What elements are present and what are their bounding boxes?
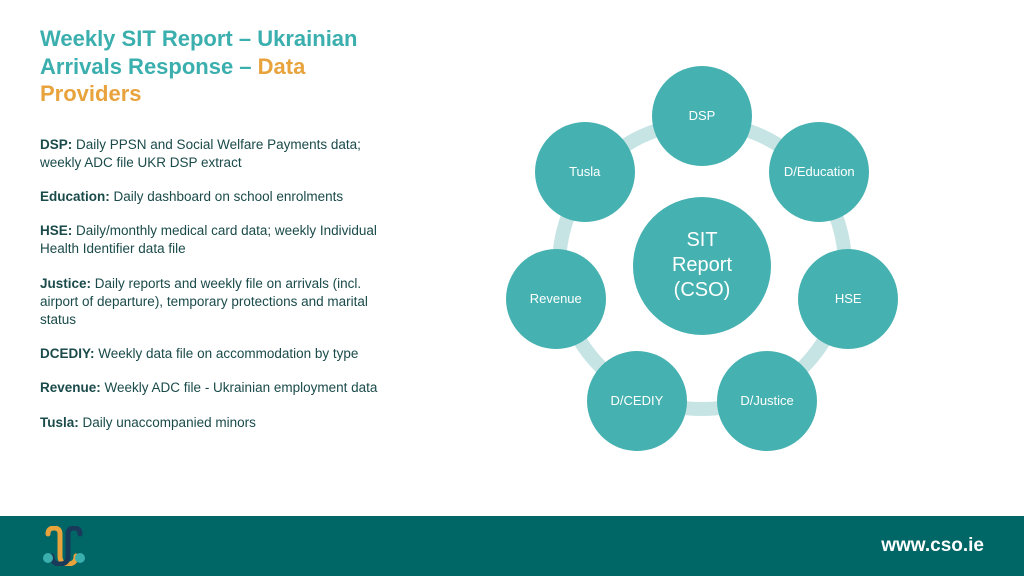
provider-label: Education: bbox=[40, 189, 110, 204]
provider-item: DSP: Daily PPSN and Social Welfare Payme… bbox=[40, 136, 390, 172]
diagram-node: Revenue bbox=[506, 249, 606, 349]
center-line3: (CSO) bbox=[674, 278, 731, 303]
provider-item: DCEDIY: Weekly data file on accommodatio… bbox=[40, 345, 390, 363]
right-column: SIT Report (CSO) DSPD/Education HSED/Just… bbox=[410, 25, 994, 506]
diagram-node: HSE bbox=[798, 249, 898, 349]
provider-label: HSE: bbox=[40, 223, 72, 238]
page-title: Weekly SIT Report – Ukrainian Arrivals R… bbox=[40, 25, 390, 108]
diagram-node: D/Justice bbox=[717, 351, 817, 451]
diagram-node: Tusla bbox=[535, 122, 635, 222]
footer-url: www.cso.ie bbox=[881, 535, 984, 557]
provider-text: Daily/monthly medical card data; weekly … bbox=[40, 223, 377, 256]
footer: www.cso.ie bbox=[0, 516, 1024, 576]
diagram-node: DSP bbox=[652, 66, 752, 166]
provider-item: HSE: Daily/monthly medical card data; we… bbox=[40, 222, 390, 258]
diagram-node: D/Education bbox=[769, 122, 869, 222]
provider-text: Daily PPSN and Social Welfare Payments d… bbox=[40, 137, 361, 170]
title-part1: Weekly SIT Report – Ukrainian Arrivals R… bbox=[40, 26, 357, 79]
provider-label: Justice: bbox=[40, 276, 91, 291]
provider-text: Daily unaccompanied minors bbox=[79, 415, 256, 430]
center-line2: Report bbox=[672, 253, 732, 278]
provider-text: Weekly ADC file - Ukrainian employment d… bbox=[101, 380, 378, 395]
provider-text: Daily dashboard on school enrolments bbox=[110, 189, 343, 204]
provider-item: Education: Daily dashboard on school enr… bbox=[40, 188, 390, 206]
provider-text: Weekly data file on accommodation by typ… bbox=[95, 346, 359, 361]
provider-item: Revenue: Weekly ADC file - Ukrainian emp… bbox=[40, 379, 390, 397]
provider-label: DCEDIY: bbox=[40, 346, 95, 361]
radial-diagram: SIT Report (CSO) DSPD/Education HSED/Just… bbox=[482, 46, 922, 486]
diagram-center-node: SIT Report (CSO) bbox=[633, 197, 771, 335]
left-column: Weekly SIT Report – Ukrainian Arrivals R… bbox=[40, 25, 410, 506]
center-line1: SIT bbox=[686, 228, 717, 253]
provider-label: Revenue: bbox=[40, 380, 101, 395]
diagram-node: D/CEDIY bbox=[587, 351, 687, 451]
provider-item: Justice: Daily reports and weekly file o… bbox=[40, 275, 390, 330]
provider-item: Tusla: Daily unaccompanied minors bbox=[40, 414, 390, 432]
provider-label: Tusla: bbox=[40, 415, 79, 430]
provider-label: DSP: bbox=[40, 137, 72, 152]
provider-list: DSP: Daily PPSN and Social Welfare Payme… bbox=[40, 136, 390, 432]
cso-logo-icon bbox=[40, 526, 88, 566]
